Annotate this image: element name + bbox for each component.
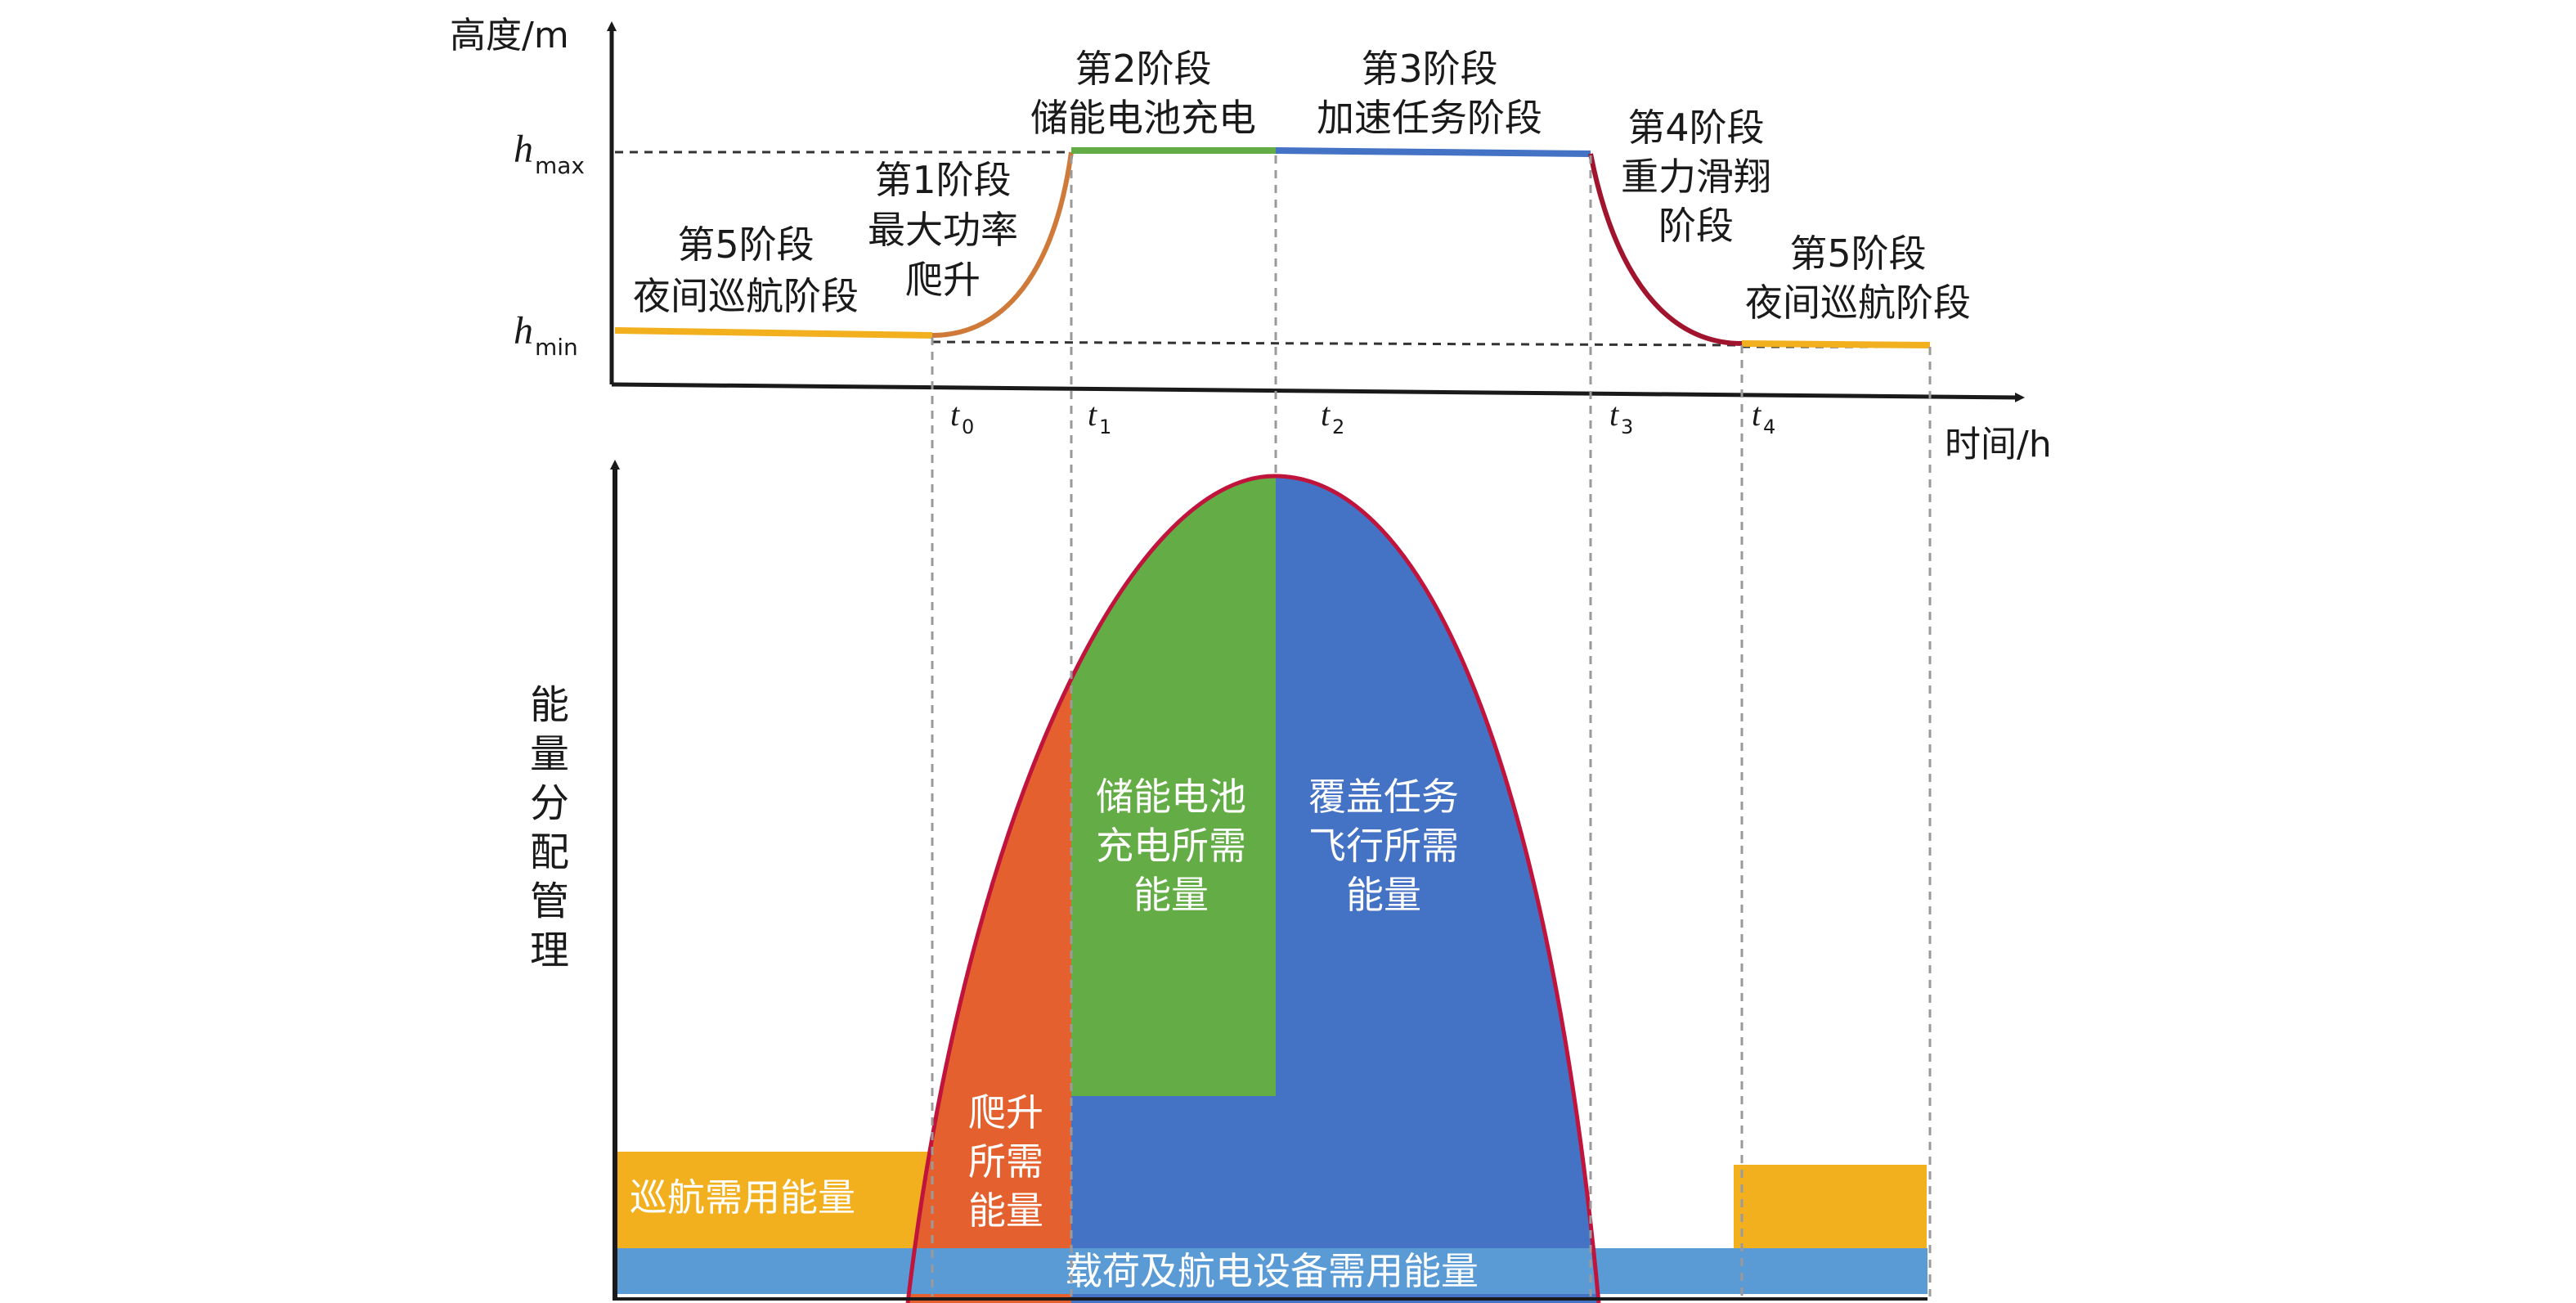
svg-text:飞行所需: 飞行所需 [1308, 824, 1459, 868]
stage5-right-segment [1741, 340, 1931, 348]
svg-text:t: t [1321, 396, 1331, 433]
svg-text:3: 3 [1621, 416, 1633, 438]
svg-text:充电所需: 充电所需 [1096, 824, 1246, 868]
curve-regions [908, 475, 1599, 1303]
svg-text:h: h [514, 128, 533, 171]
time-x-axis [611, 382, 2025, 402]
altitude-chart: 高度/m 时间/h h max h min t 0 t 1 [450, 15, 2052, 465]
cruise-energy-right-block [1734, 1165, 1927, 1248]
tick-t3: t 3 [1609, 396, 1633, 438]
mission-flight-energy-label: 覆盖任务 飞行所需 能量 [1308, 775, 1459, 917]
tick-t0: t 0 [950, 396, 974, 438]
stage5-left-segment [614, 327, 933, 339]
altitude-axis-label: 高度/m [450, 15, 569, 56]
svg-text:分: 分 [530, 780, 569, 826]
svg-text:能量: 能量 [968, 1188, 1043, 1233]
svg-text:t: t [1752, 396, 1761, 433]
svg-text:夜间巡航阶段: 夜间巡航阶段 [633, 274, 859, 318]
svg-text:爬升: 爬升 [905, 258, 981, 302]
svg-text:2: 2 [1332, 416, 1344, 438]
cruise-energy-label: 巡航需用能量 [630, 1175, 855, 1220]
payload-energy-label: 载荷及航电设备需用能量 [1065, 1249, 1479, 1293]
svg-text:最大功率: 最大功率 [868, 208, 1018, 252]
svg-text:覆盖任务: 覆盖任务 [1308, 775, 1459, 819]
energy-curve [905, 474, 1601, 1303]
svg-text:第5阶段: 第5阶段 [677, 222, 814, 267]
svg-text:第4阶段: 第4阶段 [1627, 106, 1764, 150]
svg-text:第5阶段: 第5阶段 [1789, 231, 1926, 276]
tick-t4: t 4 [1752, 396, 1775, 438]
cruise-energy-left-block [617, 1152, 936, 1248]
svg-text:储能电池充电: 储能电池充电 [1030, 96, 1256, 140]
stage5-right-label: 第5阶段 夜间巡航阶段 [1745, 231, 1971, 325]
svg-text:理: 理 [530, 928, 569, 973]
svg-text:1: 1 [1099, 416, 1111, 438]
stage2-label: 第2阶段 储能电池充电 [1030, 47, 1256, 140]
svg-text:夜间巡航阶段: 夜间巡航阶段 [1745, 281, 1971, 325]
stage3-label: 第3阶段 加速任务阶段 [1317, 47, 1542, 140]
time-guides [931, 155, 1932, 1296]
svg-text:第3阶段: 第3阶段 [1361, 47, 1497, 91]
svg-text:t: t [1088, 396, 1097, 433]
stage4-label: 第4阶段 重力滑翔 阶段 [1621, 106, 1771, 248]
time-axis-label: 时间/h [1945, 424, 2052, 465]
stage1-label: 第1阶段 最大功率 爬升 [868, 158, 1018, 302]
svg-text:配: 配 [530, 829, 569, 875]
svg-text:0: 0 [962, 416, 974, 438]
svg-text:储能电池: 储能电池 [1096, 775, 1246, 819]
svg-text:重力滑翔: 重力滑翔 [1621, 155, 1771, 199]
hmax-label: h max [514, 128, 585, 179]
energy-chart: 能 量 分 配 管 理 巡航需用能量 爬升 所需 能量 储能电池 充电所需 能量… [530, 460, 1928, 1303]
climb-energy-label: 爬升 所需 能量 [968, 1090, 1043, 1233]
stage3-segment [1275, 147, 1591, 157]
svg-text:max: max [535, 152, 585, 179]
svg-text:能: 能 [530, 682, 569, 728]
tick-t2: t 2 [1321, 396, 1344, 438]
payload-energy-band [615, 1248, 1928, 1294]
svg-text:所需: 所需 [968, 1139, 1043, 1184]
svg-text:加速任务阶段: 加速任务阶段 [1317, 96, 1542, 140]
svg-text:t: t [1609, 396, 1619, 433]
svg-text:第2阶段: 第2阶段 [1075, 47, 1211, 91]
svg-text:min: min [535, 334, 578, 361]
stage1-climb-curve [931, 151, 1074, 338]
stage5-left-label: 第5阶段 夜间巡航阶段 [633, 222, 859, 318]
svg-text:管: 管 [530, 878, 569, 924]
svg-text:阶段: 阶段 [1658, 204, 1734, 248]
hmin-label: h min [514, 309, 578, 361]
svg-text:能量: 能量 [1346, 873, 1421, 917]
svg-text:爬升: 爬升 [968, 1090, 1043, 1135]
svg-text:量: 量 [530, 731, 569, 777]
energy-y-axis-label: 能 量 分 配 管 理 [530, 682, 569, 973]
stage4-glide-curve [1588, 153, 1743, 346]
svg-text:4: 4 [1763, 416, 1775, 438]
svg-text:h: h [514, 309, 533, 353]
svg-text:第1阶段: 第1阶段 [874, 158, 1011, 202]
hmin-dash-line [931, 340, 1743, 347]
tick-t1: t 1 [1088, 396, 1111, 438]
svg-text:t: t [950, 396, 960, 433]
svg-text:能量: 能量 [1133, 873, 1209, 917]
battery-charge-energy-label: 储能电池 充电所需 能量 [1096, 775, 1246, 917]
